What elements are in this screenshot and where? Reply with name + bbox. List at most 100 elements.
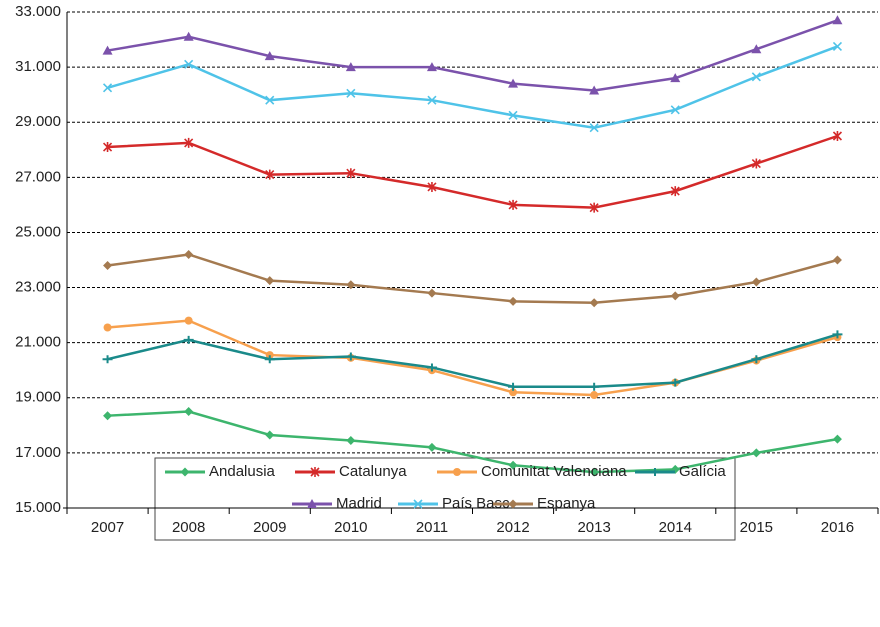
data-point — [508, 382, 519, 391]
data-point — [509, 388, 518, 397]
data-point — [670, 186, 680, 197]
data-point — [589, 298, 599, 308]
data-point — [346, 280, 356, 290]
data-point — [184, 59, 194, 69]
legend-marker — [307, 499, 317, 508]
data-point — [265, 169, 275, 180]
series-line — [107, 319, 838, 397]
data-point — [184, 407, 194, 417]
data-point — [265, 351, 274, 360]
data-point — [426, 62, 437, 72]
data-point — [102, 45, 113, 55]
y-tick-label: 31.000 — [15, 58, 61, 75]
data-point — [589, 467, 599, 477]
x-tick-label: 2010 — [334, 519, 367, 536]
data-point — [508, 199, 518, 210]
series-line — [107, 45, 838, 130]
data-point — [265, 430, 275, 440]
x-tick-label: 2008 — [172, 519, 205, 536]
data-point — [184, 249, 194, 259]
x-tick-label: 2007 — [91, 519, 124, 536]
data-point — [183, 31, 194, 41]
x-tick-label: 2012 — [496, 519, 529, 536]
legend-marker — [453, 468, 461, 476]
y-tick-label: 23.000 — [15, 279, 61, 296]
data-point — [832, 131, 843, 141]
data-point — [426, 363, 437, 372]
data-point — [102, 83, 113, 93]
y-tick-label: 15.000 — [15, 499, 61, 516]
data-point — [832, 15, 843, 25]
series-line — [107, 410, 838, 474]
x-tick-label: 2014 — [659, 519, 692, 536]
data-point — [184, 137, 194, 148]
data-point — [751, 355, 762, 364]
x-tick-label: 2016 — [821, 519, 854, 536]
data-point — [103, 261, 113, 271]
data-point — [103, 323, 112, 332]
data-point — [670, 73, 681, 83]
data-point — [427, 442, 437, 452]
data-point — [751, 44, 762, 54]
legend-marker — [310, 467, 320, 477]
data-point — [589, 202, 599, 213]
legend-label: Madrid — [336, 495, 382, 512]
data-point — [751, 72, 761, 82]
data-point — [265, 95, 275, 105]
data-point — [670, 105, 680, 115]
data-point — [264, 355, 275, 364]
data-point — [427, 288, 437, 298]
series-line — [107, 253, 838, 304]
data-point — [670, 378, 681, 387]
legend-marker — [650, 468, 660, 476]
y-tick-label: 17.000 — [15, 444, 61, 461]
data-point — [832, 330, 843, 339]
data-point — [832, 41, 843, 52]
y-tick-label: 21.000 — [15, 334, 61, 351]
data-point — [183, 335, 194, 344]
data-point — [102, 142, 113, 153]
data-point — [508, 296, 518, 306]
y-tick-label: 19.000 — [15, 389, 61, 406]
data-point — [832, 255, 842, 265]
data-point — [589, 85, 600, 95]
data-point — [751, 158, 761, 169]
data-point — [589, 382, 600, 391]
legend-label: País Basc — [442, 495, 510, 512]
data-point — [427, 181, 437, 192]
data-point — [427, 95, 437, 105]
data-point — [346, 435, 356, 445]
series-line — [107, 134, 838, 209]
data-point — [751, 448, 761, 458]
legend-label: Galícia — [679, 463, 726, 480]
data-point — [345, 352, 356, 361]
x-tick-label: 2015 — [740, 519, 773, 536]
data-point — [264, 51, 275, 61]
series-line — [107, 19, 838, 92]
data-point — [184, 316, 193, 325]
y-tick-label: 25.000 — [15, 223, 61, 240]
data-point — [345, 62, 356, 72]
x-tick-label: 2011 — [416, 519, 448, 536]
legend-label: Catalunya — [339, 463, 407, 480]
legend-label: Comunitat Valenciana — [481, 463, 627, 480]
y-tick-label: 27.000 — [15, 168, 61, 185]
data-point — [265, 276, 275, 286]
data-point — [589, 123, 599, 133]
data-point — [751, 277, 761, 287]
x-tick-label: 2009 — [253, 519, 286, 536]
legend-marker — [508, 499, 518, 509]
data-point — [590, 391, 599, 400]
y-tick-label: 33.000 — [15, 3, 61, 20]
data-point — [508, 460, 518, 470]
data-point — [832, 434, 842, 444]
data-point — [346, 168, 356, 179]
data-point — [346, 88, 356, 98]
y-tick-label: 29.000 — [15, 113, 61, 130]
legend-label: Andalusia — [209, 463, 276, 480]
legend-label: Espanya — [537, 495, 596, 512]
x-tick-label: 2013 — [577, 519, 610, 536]
data-point — [508, 78, 519, 88]
